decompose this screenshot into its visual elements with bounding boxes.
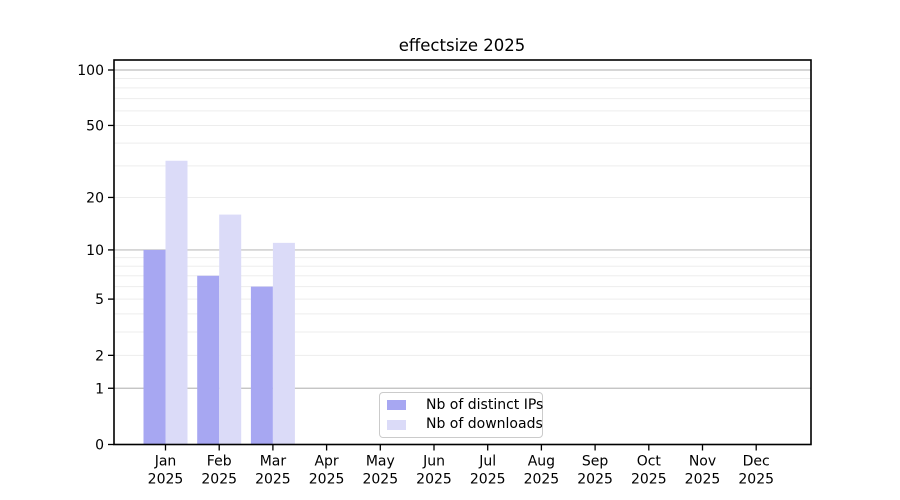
x-tick-label-year-Aug: 2025 bbox=[524, 472, 560, 488]
y-tick-label-2: 2 bbox=[95, 348, 104, 364]
x-tick-label-month-Mar: Mar bbox=[260, 454, 287, 470]
x-tick-label-month-Sep: Sep bbox=[582, 454, 609, 470]
axis-spines bbox=[113, 59, 812, 446]
y-tick-label-100: 100 bbox=[77, 63, 104, 79]
legend-label-distinct-ips: Nb of distinct IPs bbox=[426, 396, 544, 413]
x-tick-label-year-Jan: 2025 bbox=[148, 472, 184, 488]
x-tick-label-year-Oct: 2025 bbox=[631, 472, 667, 488]
x-axis-labels: Jan 2025 Feb 2025 Mar 2025 Apr 2025 May 2025 Jun 20… bbox=[148, 454, 774, 488]
x-tick-label-month-Dec: Dec bbox=[743, 454, 770, 470]
x-tick-label-month-Apr: Apr bbox=[314, 454, 338, 470]
bar-downloads-Mar bbox=[272, 242, 295, 445]
x-tick-label-month-Feb: Feb bbox=[207, 454, 232, 470]
x-tick-label-year-Apr: 2025 bbox=[309, 472, 345, 488]
legend: Nb of distinct IPs Nb of downloads bbox=[379, 392, 543, 438]
x-tick-label-year-Jun: 2025 bbox=[416, 472, 452, 488]
bars-distinct-ips bbox=[143, 249, 273, 445]
bar-downloads-Jan bbox=[165, 160, 188, 445]
x-tick-label-month-Oct: Oct bbox=[637, 454, 662, 470]
x-tick-label-year-Jul: 2025 bbox=[470, 472, 506, 488]
x-tick-label-year-Sep: 2025 bbox=[577, 472, 613, 488]
y-tick-label-20: 20 bbox=[86, 190, 104, 206]
tick-marks bbox=[108, 69, 757, 451]
plot-border bbox=[113, 59, 812, 446]
y-tick-label-50: 50 bbox=[86, 118, 104, 134]
y-tick-label-1: 1 bbox=[95, 381, 104, 397]
legend-item-distinct-ips: Nb of distinct IPs bbox=[387, 396, 543, 415]
x-tick-label-year-Dec: 2025 bbox=[738, 472, 774, 488]
y-tick-label-0: 0 bbox=[95, 438, 104, 454]
x-tick-label-year-Feb: 2025 bbox=[201, 472, 237, 488]
x-tick-label-month-Nov: Nov bbox=[689, 454, 716, 470]
x-tick-label-year-Mar: 2025 bbox=[255, 472, 291, 488]
x-tick-label-month-Aug: Aug bbox=[528, 454, 555, 470]
y-tick-label-10: 10 bbox=[86, 243, 104, 259]
legend-item-downloads: Nb of downloads bbox=[387, 415, 543, 434]
x-tick-label-month-Jun: Jun bbox=[422, 454, 445, 470]
bar-downloads-Feb bbox=[219, 214, 242, 445]
bar-distinct-ips-Mar bbox=[250, 286, 273, 445]
x-tick-label-year-May: 2025 bbox=[362, 472, 398, 488]
chart-title: effectsize 2025 bbox=[399, 36, 525, 55]
x-tick-label-month-Jan: Jan bbox=[154, 454, 177, 470]
bar-distinct-ips-Jan bbox=[143, 249, 166, 445]
legend-swatch-distinct-ips-icon bbox=[387, 400, 406, 411]
legend-swatch-downloads-icon bbox=[387, 419, 406, 430]
x-tick-label-year-Nov: 2025 bbox=[685, 472, 721, 488]
x-tick-label-month-Jul: Jul bbox=[478, 454, 496, 470]
bar-distinct-ips-Feb bbox=[197, 275, 220, 445]
legend-label-downloads: Nb of downloads bbox=[426, 416, 543, 433]
y-tick-label-5: 5 bbox=[95, 292, 104, 308]
y-axis-labels: 0 1 2 5 10 20 50 100 bbox=[77, 63, 104, 454]
bars-downloads bbox=[165, 160, 295, 445]
x-tick-label-month-May: May bbox=[366, 454, 395, 470]
